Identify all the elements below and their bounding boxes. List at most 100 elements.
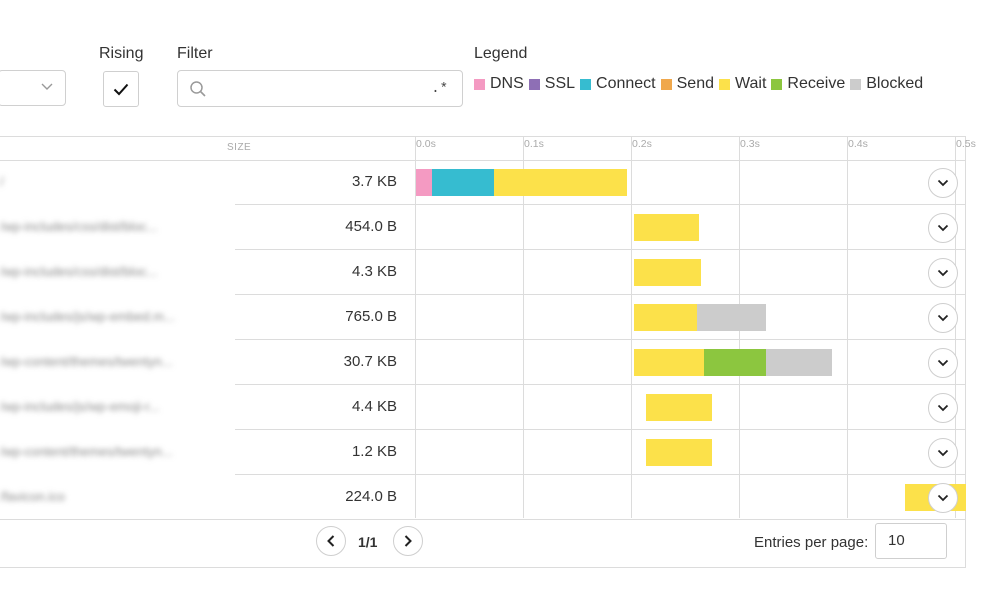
- pagination: 1/1 Entries per page: 10: [0, 519, 965, 567]
- time-tick-label: 0.5s: [956, 138, 976, 150]
- expand-row-button[interactable]: [928, 258, 958, 288]
- time-gridline: [523, 137, 524, 518]
- timing-bar: [416, 295, 966, 339]
- legend-swatch: [474, 78, 485, 90]
- time-gridline: [415, 137, 416, 518]
- timing-segment-blocked: [765, 349, 832, 376]
- search-icon: [190, 81, 206, 97]
- timing-segment-connect: [432, 169, 494, 196]
- legend-item-label: Receive: [787, 75, 846, 92]
- request-size: 30.7 KB: [343, 353, 397, 370]
- size-column-header: SIZE: [227, 142, 252, 153]
- timing-bar: [416, 250, 966, 294]
- legend-item-blocked: Blocked: [850, 75, 923, 93]
- request-url: /wp-content/themes/twentyn...: [0, 354, 173, 369]
- regex-toggle[interactable]: .*: [431, 81, 448, 97]
- time-tick-label: 0.4s: [848, 138, 868, 150]
- timing-bar: [416, 475, 966, 519]
- expand-row-button[interactable]: [928, 213, 958, 243]
- entries-per-page-input[interactable]: 10: [875, 523, 947, 559]
- legend-item-label: Blocked: [866, 75, 924, 92]
- table-row[interactable]: /wp-includes/js/wp-embed.m... 765.0 B: [0, 295, 965, 340]
- table-row[interactable]: /wp-content/themes/twentyn... 1.2 KB: [0, 430, 965, 475]
- legend-item-label: Send: [676, 75, 714, 92]
- table-row[interactable]: /wp-includes/css/dist/bloc... 454.0 B: [0, 205, 965, 250]
- group-select[interactable]: [0, 70, 66, 106]
- table-row[interactable]: /wp-includes/css/dist/bloc... 4.3 KB: [0, 250, 965, 295]
- timing-segment-wait: [646, 394, 712, 421]
- expand-row-button[interactable]: [928, 438, 958, 468]
- timing-bar: [416, 160, 966, 204]
- timing-segment-blocked: [696, 304, 766, 331]
- request-url: /wp-includes/js/wp-emoji-r...: [0, 399, 160, 414]
- request-size: 4.4 KB: [351, 398, 397, 415]
- chevron-down-icon: [937, 359, 949, 367]
- table-header: SIZE 0.0s 0.1s 0.2s 0.3s 0.4s 0.5s: [0, 137, 976, 161]
- legend-item-label: DNS: [490, 75, 524, 92]
- chevron-down-icon: [937, 449, 949, 457]
- legend-item-wait: Wait: [719, 75, 766, 93]
- timing-segment-receive: [704, 349, 766, 376]
- timing-segment-wait: [646, 439, 712, 466]
- filter-input[interactable]: .*: [177, 70, 463, 107]
- chevron-down-icon: [937, 224, 949, 232]
- legend-swatch: [580, 78, 592, 90]
- timing-segment-wait: [493, 169, 627, 196]
- timing-bar: [416, 430, 966, 474]
- legend-item-label: SSL: [544, 75, 576, 92]
- timing-bar: [416, 205, 966, 249]
- request-size: 765.0 B: [345, 308, 397, 325]
- request-url: /wp-content/themes/twentyn...: [0, 444, 173, 459]
- expand-row-button[interactable]: [928, 303, 958, 333]
- legend-swatch: [528, 78, 540, 90]
- table-row[interactable]: /favicon.ico 224.0 B: [0, 475, 966, 520]
- chevron-left-icon: [327, 535, 335, 547]
- expand-row-button[interactable]: [928, 168, 958, 198]
- request-url: /wp-includes/css/dist/bloc...: [0, 219, 158, 234]
- legend-swatch: [719, 78, 730, 90]
- entries-per-page-label: Entries per page:: [754, 534, 869, 551]
- next-page-button[interactable]: [393, 526, 423, 556]
- legend-item-label: Connect: [596, 75, 656, 92]
- time-tick-label: 0.0s: [416, 138, 436, 150]
- timing-bar: [416, 385, 966, 429]
- rising-checkbox[interactable]: [103, 71, 139, 107]
- chevron-down-icon: [937, 404, 949, 412]
- table-row[interactable]: / 3.7 KB: [0, 160, 965, 205]
- expand-row-button[interactable]: [928, 393, 958, 423]
- legend-item-dns: DNS: [474, 75, 524, 93]
- row-divider: [235, 339, 965, 340]
- legend-label: Legend: [474, 45, 528, 62]
- table-row[interactable]: /wp-includes/js/wp-emoji-r... 4.4 KB: [0, 385, 965, 430]
- request-size: 3.7 KB: [351, 173, 397, 190]
- prev-page-button[interactable]: [316, 526, 346, 556]
- expand-row-button[interactable]: [928, 348, 958, 378]
- request-size: 1.2 KB: [351, 443, 397, 460]
- request-size: 454.0 B: [345, 218, 397, 235]
- chevron-down-icon: [937, 494, 949, 502]
- time-gridline: [631, 137, 632, 518]
- row-divider: [235, 294, 965, 295]
- timing-segment-wait: [634, 259, 702, 286]
- legend-item-label: Wait: [735, 75, 767, 92]
- chevron-down-icon: [41, 83, 53, 90]
- chevron-down-icon: [937, 314, 949, 322]
- row-divider: [235, 249, 965, 250]
- legend-item-connect: Connect: [580, 75, 656, 93]
- request-size: 4.3 KB: [351, 263, 397, 280]
- time-tick-label: 0.1s: [524, 138, 544, 150]
- legend-swatch: [660, 78, 672, 90]
- table-row[interactable]: /wp-content/themes/twentyn... 30.7 KB: [0, 340, 965, 385]
- time-tick-label: 0.2s: [632, 138, 652, 150]
- legend-swatch: [771, 78, 783, 90]
- request-url: /wp-includes/js/wp-embed.m...: [0, 309, 175, 324]
- timing-segment-wait: [634, 304, 697, 331]
- legend-item-receive: Receive: [771, 75, 845, 93]
- chevron-right-icon: [404, 535, 412, 547]
- expand-row-button[interactable]: [928, 483, 958, 513]
- request-url: /wp-includes/css/dist/bloc...: [0, 264, 158, 279]
- time-tick-label: 0.3s: [740, 138, 760, 150]
- timing-segment-wait: [634, 214, 699, 241]
- timing-segment-dns: [416, 169, 433, 196]
- chevron-down-icon: [937, 179, 949, 187]
